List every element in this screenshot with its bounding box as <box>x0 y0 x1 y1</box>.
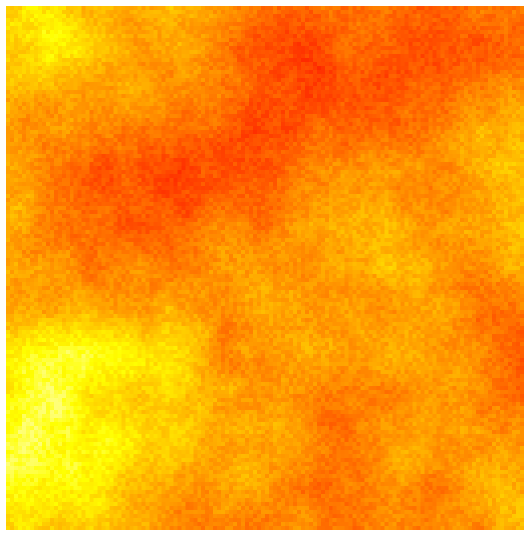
heat-noise-canvas <box>6 6 524 530</box>
